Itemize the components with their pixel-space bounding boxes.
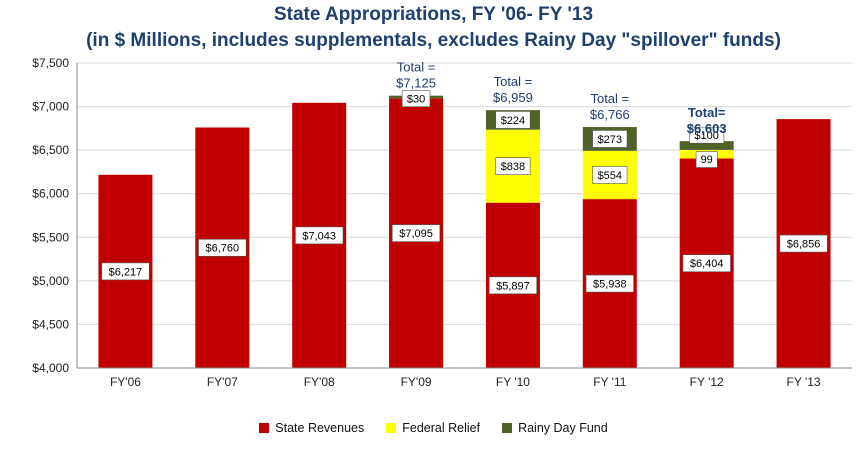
total-label: Total = xyxy=(397,60,436,75)
data-label-box xyxy=(592,166,628,184)
data-label: $30 xyxy=(407,93,425,105)
total-value: $6,959 xyxy=(493,90,533,105)
data-label-box xyxy=(689,126,725,144)
data-label-box xyxy=(488,276,538,295)
y-tick-label: $4,000 xyxy=(32,361,69,375)
data-label-box xyxy=(585,274,634,293)
y-tick-label: $4,500 xyxy=(32,317,69,331)
total-value: $6,603 xyxy=(687,121,727,136)
x-tick-label: FY'09 xyxy=(401,375,432,389)
x-tick-label: FY '11 xyxy=(593,375,627,389)
chart-subtitle: (in $ Millions, includes supplementals, … xyxy=(86,30,781,51)
legend-item-rainy-day-fund: Rainy Day Fund xyxy=(502,421,608,435)
x-tick-label: FY'07 xyxy=(207,375,238,389)
data-label: $100 xyxy=(694,130,718,142)
data-label-box xyxy=(695,151,718,168)
y-tick-label: $7,000 xyxy=(32,100,69,114)
x-tick-label: FY '13 xyxy=(787,375,821,389)
y-axis: $4,000 $4,500 $5,000 $5,500 $6,000 $6,500 $7,0… xyxy=(32,56,78,375)
data-label-box xyxy=(295,226,344,245)
data-label: $5,897 xyxy=(496,280,530,292)
data-label-box xyxy=(495,157,531,175)
data-label-box xyxy=(198,238,247,257)
data-label-box xyxy=(779,234,828,253)
y-tick-label: $6,000 xyxy=(32,187,69,201)
x-tick-label: FY '12 xyxy=(690,375,724,389)
data-label-box xyxy=(391,224,441,242)
data-label: $6,856 xyxy=(787,239,821,251)
data-label-box xyxy=(592,130,628,148)
legend: State Revenues Federal Relief Rainy Day … xyxy=(0,421,867,435)
total-label: Total = xyxy=(494,74,533,89)
legend-label-rainy-day-fund: Rainy Day Fund xyxy=(518,421,608,435)
legend-label-state-revenues: State Revenues xyxy=(275,421,365,435)
bar-chart: $4,000 $4,500 $5,000 $5,500 $6,000 $6,500 $7,0… xyxy=(32,56,852,389)
data-label: $6,217 xyxy=(109,266,143,278)
x-tick-label: FY'08 xyxy=(304,375,335,389)
data-label: $7,095 xyxy=(399,228,433,240)
total-label: Total = xyxy=(590,91,629,106)
data-label-box xyxy=(101,262,150,281)
data-label: $224 xyxy=(501,115,525,127)
legend-swatch-rainy-day-fund xyxy=(502,423,513,433)
data-label: $7,043 xyxy=(302,230,336,242)
data-label: $6,404 xyxy=(690,258,724,270)
data-label: 99 xyxy=(701,154,713,166)
y-tick-label: $5,500 xyxy=(32,230,69,244)
data-label: $554 xyxy=(598,170,622,182)
data-label-box xyxy=(495,111,531,129)
data-label-box xyxy=(401,90,431,107)
x-axis: FY'06 FY'07 FY'08 FY'09 FY '10 FY '11 FY '12 FY… xyxy=(77,367,852,389)
legend-swatch-state-revenues xyxy=(259,423,270,433)
data-label: $273 xyxy=(598,134,622,146)
legend-label-federal-relief: Federal Relief xyxy=(402,421,481,435)
total-value: $7,125 xyxy=(396,76,436,91)
x-tick-label: FY'06 xyxy=(110,375,141,389)
total-label: Total= xyxy=(688,105,726,120)
data-label: $6,760 xyxy=(205,243,239,255)
legend-item-state-revenues: State Revenues xyxy=(259,421,364,435)
chart-title: State Appropriations, FY '06- FY '13 xyxy=(273,4,594,25)
y-tick-label: $7,500 xyxy=(32,56,69,70)
legend-swatch-federal-relief xyxy=(386,423,397,433)
bar-rainy-day-fund xyxy=(679,141,734,150)
data-label-box xyxy=(682,254,731,273)
gridlines xyxy=(77,62,852,369)
y-tick-label: $6,500 xyxy=(32,143,69,157)
data-label: $5,938 xyxy=(593,279,627,291)
legend-item-federal-relief: Federal Relief xyxy=(386,421,480,435)
x-tick-label: FY '10 xyxy=(496,375,530,389)
total-value: $6,766 xyxy=(590,107,630,122)
data-label: $838 xyxy=(501,161,525,173)
y-tick-label: $5,000 xyxy=(32,274,69,288)
